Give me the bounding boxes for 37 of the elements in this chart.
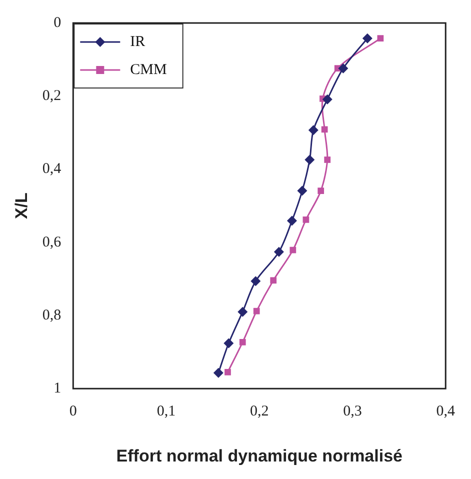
y-tick-label: 0,4	[42, 161, 62, 178]
point	[274, 246, 284, 257]
point	[270, 277, 277, 284]
point	[297, 186, 308, 196]
point	[224, 338, 234, 348]
point	[362, 33, 372, 44]
y-tick-label: 0	[54, 14, 62, 31]
x-tick-label: 0	[69, 404, 77, 420]
point	[377, 35, 384, 42]
y-tick-label: 0,8	[42, 307, 62, 324]
x-tick-label: 0,3	[343, 404, 362, 420]
point	[302, 216, 310, 223]
point	[304, 154, 315, 165]
point	[253, 308, 260, 314]
point	[224, 368, 231, 376]
point	[239, 338, 246, 346]
x-axis-title: Effort normal dynamique normalisé	[116, 446, 403, 466]
y-axis-title: X/L	[12, 192, 31, 220]
point	[250, 276, 261, 286]
legend-label: CMM	[130, 62, 167, 78]
point	[213, 368, 224, 378]
x-tick-label: 0,2	[250, 404, 269, 420]
point	[318, 188, 324, 194]
legend-label: IR	[130, 34, 146, 50]
y-tick-label: 0,2	[42, 88, 62, 104]
point	[338, 63, 348, 74]
point	[286, 216, 297, 226]
y-tick-label: 1	[54, 380, 62, 397]
point	[321, 126, 328, 133]
point	[324, 156, 331, 163]
point	[308, 125, 318, 136]
point	[238, 306, 248, 317]
y-tick-label: 0,6	[42, 234, 62, 250]
x-tick-label: 0,4	[436, 404, 456, 420]
x-tick-label: 0,1	[156, 404, 176, 420]
point	[290, 246, 296, 254]
point	[322, 94, 332, 104]
